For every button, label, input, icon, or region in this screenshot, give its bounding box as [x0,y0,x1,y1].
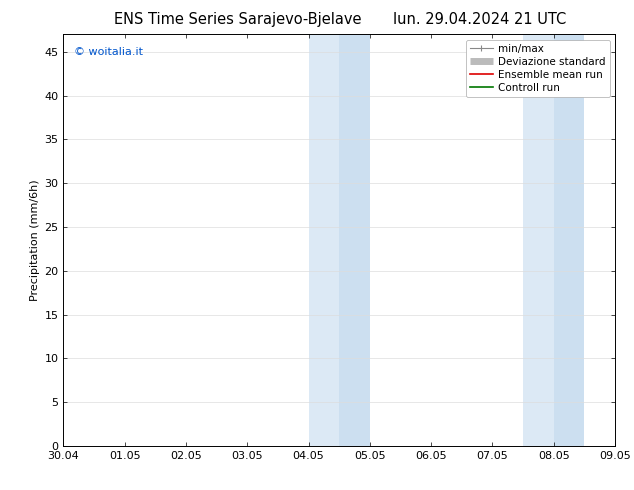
Text: ENS Time Series Sarajevo-Bjelave: ENS Time Series Sarajevo-Bjelave [114,12,361,27]
Text: © woitalia.it: © woitalia.it [74,47,143,57]
Bar [339,34,370,446]
Bar [553,34,585,446]
Text: lun. 29.04.2024 21 UTC: lun. 29.04.2024 21 UTC [393,12,566,27]
Bar [523,34,553,446]
Y-axis label: Precipitation (mm/6h): Precipitation (mm/6h) [30,179,40,301]
Bar [309,34,339,446]
Legend: min/max, Deviazione standard, Ensemble mean run, Controll run: min/max, Deviazione standard, Ensemble m… [466,40,610,97]
